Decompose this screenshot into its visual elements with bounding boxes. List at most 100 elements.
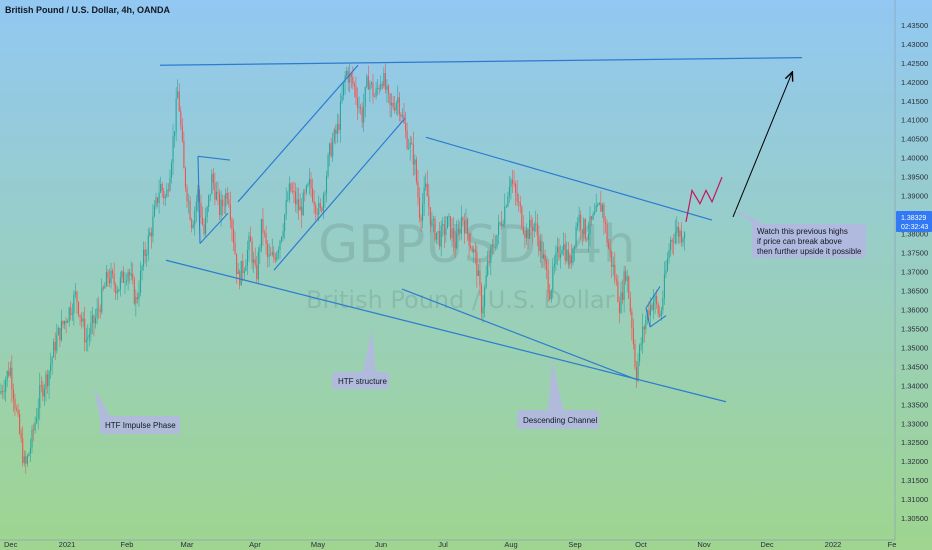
candle-body [591,216,593,220]
candle-body [167,189,169,191]
candle-body [679,230,681,237]
candle-body [144,249,146,256]
candle-body [60,320,62,341]
candle-body [294,191,297,205]
time-axis-ticks[interactable]: Dec 2021 Feb Mar Apr May Jun Jul Aug Sep Oct Nov Dec… [4,540,896,549]
label-htf-impulse: HTF Impulse Phase [94,388,180,434]
label-htf-structure: HTF structure [332,330,389,389]
candle-body [476,251,478,276]
candle-body [651,304,653,310]
svg-text:then further upside it possibl: then further upside it possible [757,247,862,256]
candle-body [339,101,341,130]
candle-body [608,242,610,249]
candle-body [250,236,252,242]
candle-body [138,292,140,300]
candle-body [462,217,464,221]
candle-body [445,228,447,235]
candle-body [668,250,670,259]
candle-body [425,183,427,188]
candle-body [126,280,128,282]
candle-body [584,219,586,240]
time-tick-label: Apr [249,540,261,549]
candle-body [635,367,638,380]
candle-body [110,270,112,284]
candle-body [515,183,517,193]
candle-body [183,141,185,169]
label-watch-highs: Watch this previous highs if price can b… [734,209,866,258]
candle-body [259,248,261,252]
price-tick-label: 1.39000 [901,192,928,201]
candle-body [546,261,548,270]
candle-body [203,224,205,234]
candle-body [220,199,222,216]
candle-body [195,201,197,211]
candle-body [586,239,588,240]
candle-body [298,199,300,211]
candle-body [657,303,659,314]
candle-body [508,187,510,196]
candle-body [232,228,235,243]
candle-body [268,254,270,257]
candle-body [538,235,540,252]
candle-body [81,317,83,322]
candle-body [341,95,343,102]
candle-body [3,391,5,393]
candle-body [87,337,89,340]
target-arrow [732,73,792,218]
candle-body [682,238,684,243]
candle-body [406,130,408,149]
candle-body [324,193,326,196]
candle-body [121,271,123,278]
candle-body [98,308,100,310]
candle-body [494,247,496,249]
candle-body [313,200,315,205]
candle-body [473,249,475,253]
candle-body [437,231,439,233]
candle-body [76,291,78,303]
candle-body [93,315,95,324]
descending-channel-upper-line [425,136,713,221]
price-tick-label: 1.42000 [901,78,928,87]
candle-body [570,255,572,264]
price-tick-label: 1.41000 [901,116,928,125]
candle-body [276,253,278,260]
candle-body [279,241,281,250]
candle-body [629,298,631,312]
candle-body [143,249,145,267]
candle-body [327,155,329,177]
price-tick-label: 1.34000 [901,381,928,390]
candle-body [594,212,596,214]
candle-body [271,251,273,256]
candle-body [654,296,656,302]
candle-body [338,124,340,130]
candle-body [45,374,47,389]
price-tick-label: 1.43000 [901,40,928,49]
candle-body [409,142,411,148]
candle-body [263,232,266,234]
candle-body [260,218,262,249]
candle-body [504,206,506,224]
candle-body [225,193,227,207]
candle-body [31,429,33,448]
candle-body [112,270,114,275]
candle-body [380,83,382,90]
candle-body [265,233,267,245]
candle-body [656,296,658,304]
price-tick-label: 1.30500 [901,514,928,523]
candle-body [414,159,416,165]
candle-body [22,438,24,464]
candle-body [577,222,579,227]
candle-body [296,199,298,205]
candle-body [57,328,59,336]
candle-body [521,206,523,227]
candle-body [254,259,256,265]
label-descending-channel: Descending Channel [517,360,599,429]
candle-body [496,234,498,248]
price-tick-label: 1.41500 [901,97,928,106]
candle-body [614,264,616,280]
candle-body [592,213,594,220]
candle-body [617,281,619,303]
candle-body [459,228,461,234]
price-tick-label: 1.38000 [901,230,928,239]
